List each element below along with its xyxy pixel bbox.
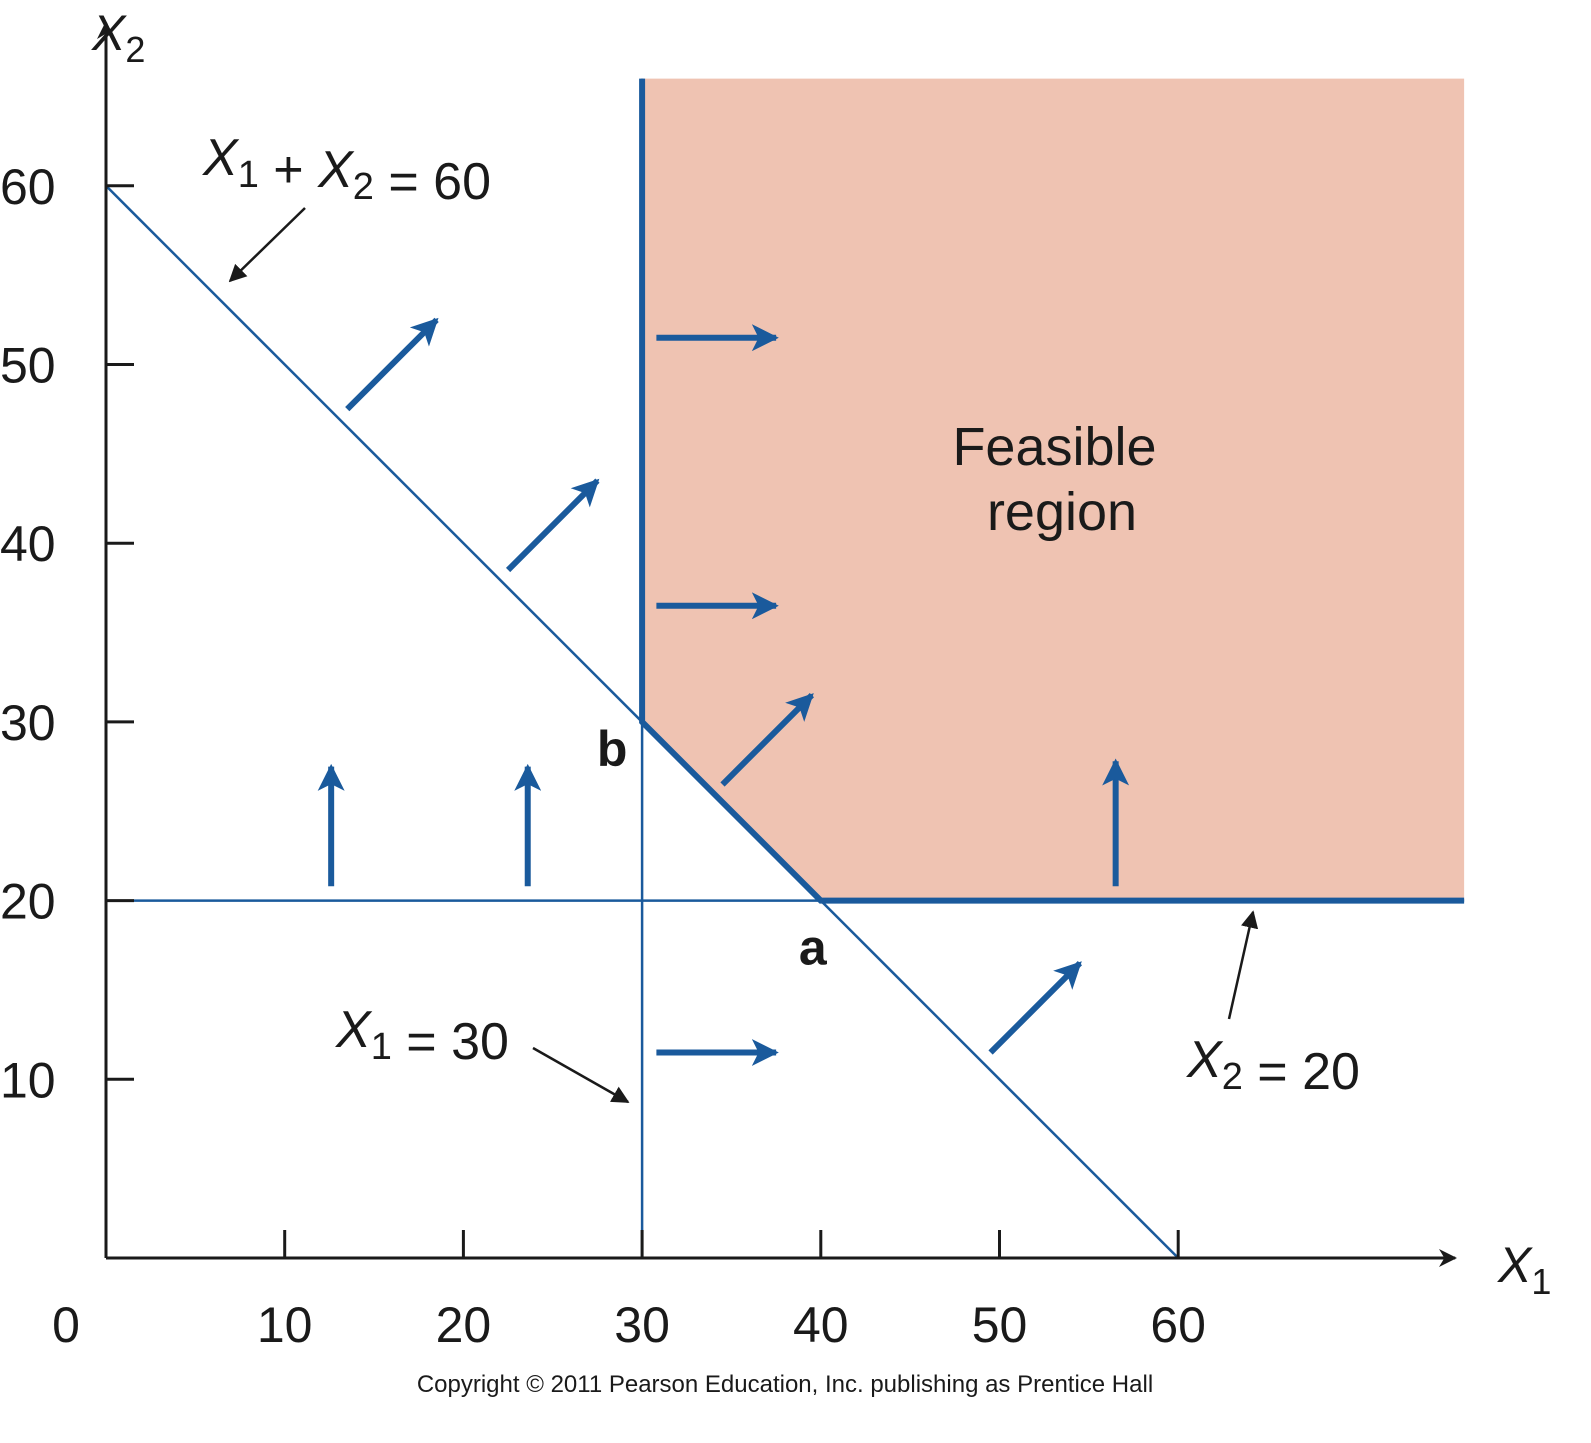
pointer-arrow-x2	[1227, 910, 1259, 1020]
corner-point-label-b: b	[597, 721, 628, 777]
corner-point-label-a: a	[799, 920, 828, 976]
feasible-boundary	[639, 78, 1465, 904]
x-tick-label: 60	[1150, 1297, 1206, 1353]
direction-arrows	[317, 317, 1130, 1066]
x-tick-label: 50	[972, 1297, 1028, 1353]
origin-label: 0	[52, 1297, 80, 1353]
direction-arrow	[505, 478, 600, 573]
x-axis-title: X1	[1497, 1237, 1551, 1302]
y-axis-title: X2	[91, 5, 145, 70]
equation-label-x2: X2 = 20	[1186, 1031, 1360, 1101]
y-tick-label: 60	[0, 159, 56, 215]
direction-arrow	[345, 317, 439, 412]
y-tick-label: 40	[0, 516, 56, 572]
feasible-region	[642, 78, 1465, 901]
y-tick-label: 10	[0, 1052, 56, 1108]
x-tick-label: 40	[793, 1297, 849, 1353]
axis-ticks: 10 20 30 40 50 60 10 20 30 40 50 60 0	[0, 159, 1206, 1353]
equation-label-x1: X1 = 30	[335, 1001, 509, 1071]
pointer-arrow-x1	[532, 1046, 630, 1104]
equation-label-x1-plus-x2: X1 + X2 = 60	[202, 129, 491, 211]
y-tick-label: 20	[0, 874, 56, 930]
y-tick-label: 30	[0, 695, 56, 751]
y-tick-label: 50	[0, 338, 56, 394]
x-tick-label: 10	[257, 1297, 313, 1353]
pointer-arrow-x1-plus-x2	[228, 207, 306, 283]
corner-point-labels: ba	[597, 721, 828, 976]
direction-arrow	[988, 961, 1083, 1055]
x-tick-label: 30	[614, 1297, 670, 1353]
copyright-text: Copyright © 2011 Pearson Education, Inc.…	[417, 1371, 1153, 1398]
direction-arrow	[720, 692, 814, 787]
feasible-region-label: Feasible region	[952, 417, 1171, 542]
x-tick-label: 20	[436, 1297, 492, 1353]
